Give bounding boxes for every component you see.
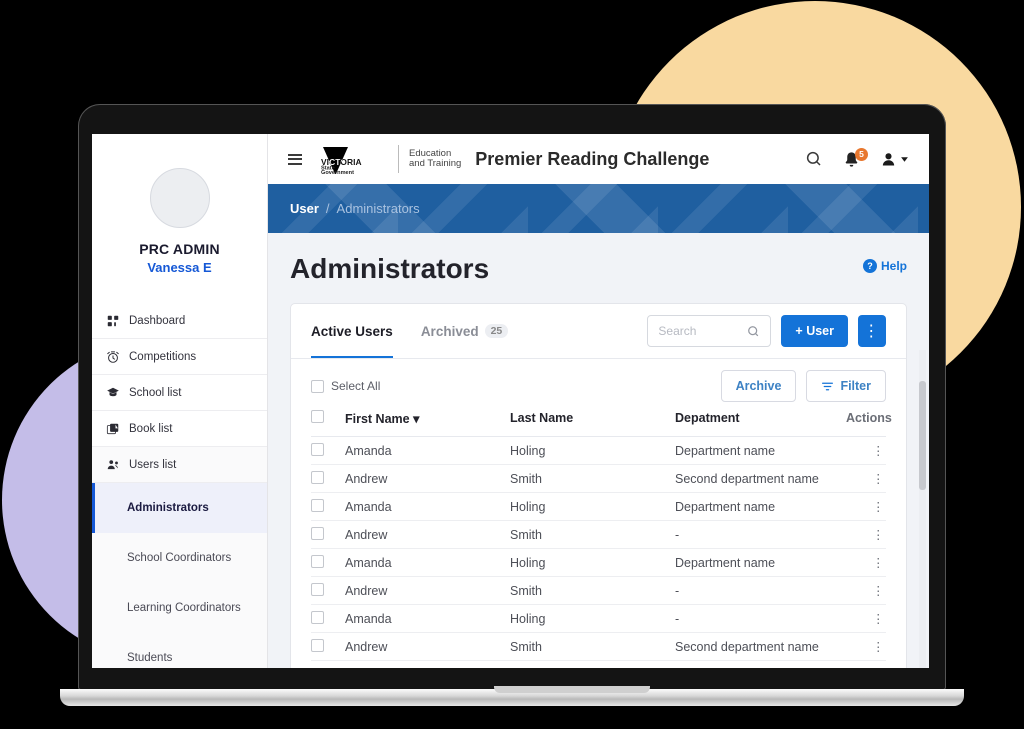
svg-text:Government: Government — [321, 169, 354, 173]
